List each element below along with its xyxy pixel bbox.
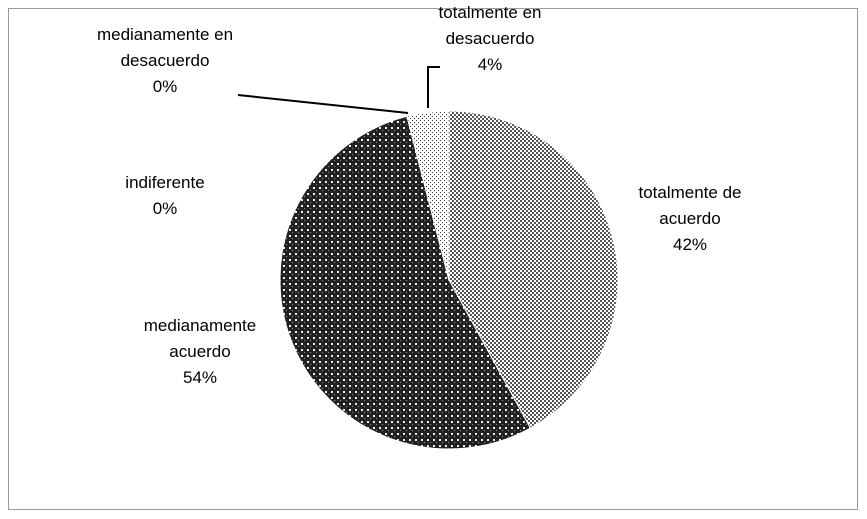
slice-label: totalmente de acuerdo 42% (615, 180, 765, 258)
value-label: 4% (477, 55, 503, 74)
value-label: 54% (182, 368, 218, 387)
leader-line (237, 94, 409, 114)
category-label: totalmente de acuerdo (638, 183, 742, 228)
slice-label: medianamente acuerdo 54% (130, 313, 270, 391)
pie-slice (448, 110, 619, 429)
value-label: 42% (672, 235, 708, 254)
pie-slice (279, 115, 532, 450)
category-label: indiferente (125, 173, 205, 192)
category-label: medianamente en desacuerdo (96, 25, 234, 70)
category-label: totalmente en desacuerdo (438, 3, 542, 48)
pie-slice (406, 110, 450, 281)
category-label: medianamente acuerdo (143, 316, 257, 361)
leader-line (427, 66, 440, 108)
slice-label: medianamente en desacuerdo 0% (70, 22, 260, 100)
slice-label: indiferente 0% (90, 170, 240, 222)
slice-label: totalmente en desacuerdo 4% (420, 0, 560, 78)
value-label: 0% (152, 199, 178, 218)
value-label: 0% (152, 77, 178, 96)
slices (279, 110, 619, 450)
